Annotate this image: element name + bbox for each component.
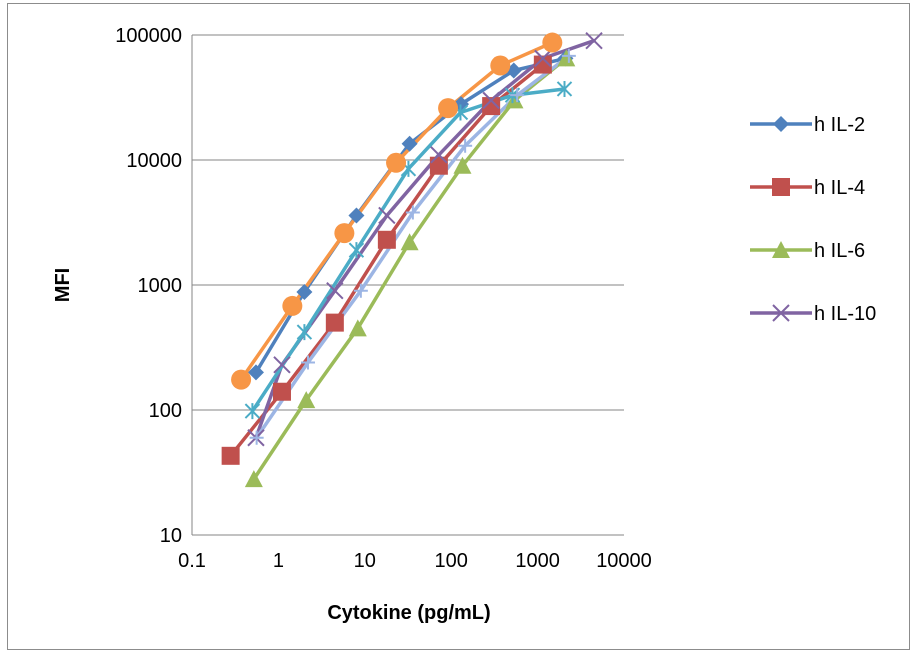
series-2-point-3 <box>400 233 419 251</box>
series-markers <box>221 32 603 488</box>
series-3-point-5 <box>482 91 500 110</box>
series-1-point-4 <box>429 156 448 175</box>
x-axis-title: Cytokine (pg/mL) <box>327 602 490 624</box>
series-1-point-3 <box>377 230 396 249</box>
series-0-point-3 <box>401 135 418 152</box>
series-6-point-5 <box>510 88 525 103</box>
x-tick-label-4: 1000 <box>515 550 560 572</box>
series-line-3 <box>254 38 596 440</box>
legend-marker-0 <box>773 116 789 132</box>
series-1-point-5 <box>482 97 501 116</box>
x-tick-label-1: 1 <box>273 550 284 572</box>
series-2-point-5 <box>505 91 524 109</box>
gridlines <box>192 34 624 536</box>
series-2-point-0 <box>244 470 263 488</box>
series-3-point-3 <box>378 206 396 225</box>
series-5-point-6 <box>542 32 563 53</box>
y-tick-label-1: 100 <box>149 400 182 422</box>
series-3-point-1 <box>273 356 291 374</box>
series-4-point-1 <box>296 324 313 341</box>
legend-marker-2 <box>772 241 790 258</box>
legend-label-0: h IL-2 <box>814 114 865 136</box>
series-6-point-6 <box>561 48 576 63</box>
series-5-point-5 <box>490 55 511 76</box>
series-2-point-6 <box>557 49 576 67</box>
legend-label-1: h IL-4 <box>814 177 865 199</box>
y-tick-label-3: 10000 <box>126 150 182 172</box>
series-0-point-0 <box>247 364 264 381</box>
legend-marker-3 <box>772 304 790 322</box>
series-1-point-1 <box>272 382 291 401</box>
series-line-2 <box>252 56 569 481</box>
legend-marker-1 <box>772 178 790 196</box>
series-3-point-2 <box>326 282 344 300</box>
series-6-point-2 <box>353 283 368 298</box>
series-6-point-0 <box>249 430 264 445</box>
y-tick-label-4: 100000 <box>115 25 182 47</box>
legend: h IL-2 h IL-4 h IL-6 h IL-10 <box>750 114 876 325</box>
series-lines <box>228 38 596 481</box>
series-6-point-4 <box>458 138 473 153</box>
series-5-point-3 <box>386 152 407 173</box>
series-1-point-6 <box>533 55 552 74</box>
y-tick-label-0: 10 <box>160 525 182 547</box>
series-4-point-0 <box>244 403 261 420</box>
series-6-point-1 <box>300 355 315 370</box>
series-5-point-4 <box>438 98 459 119</box>
series-2-point-1 <box>297 391 316 409</box>
series-5-point-0 <box>231 369 252 390</box>
series-4-point-2 <box>348 242 365 259</box>
series-0-point-1 <box>296 283 313 300</box>
series-3-point-7 <box>585 32 603 50</box>
series-3-point-6 <box>534 49 552 68</box>
x-tick-label-3: 100 <box>435 550 468 572</box>
series-1-point-0 <box>221 446 240 465</box>
series-6-point-3 <box>405 205 420 220</box>
series-5-point-1 <box>282 295 303 316</box>
series-5-point-2 <box>334 223 355 244</box>
series-1-point-2 <box>325 313 344 332</box>
y-tick-labels: 10 100 1000 10000 100000 <box>115 25 182 547</box>
x-tick-labels: 0.1 1 10 100 1000 10000 <box>178 550 652 572</box>
x-tick-label-0: 0.1 <box>178 550 206 572</box>
y-axis-title: MFI <box>52 268 74 302</box>
x-tick-label-5: 10000 <box>596 550 652 572</box>
series-2-point-2 <box>348 319 367 337</box>
y-tick-label-2: 1000 <box>138 275 183 297</box>
series-3-point-4 <box>430 146 448 164</box>
series-0-point-2 <box>348 207 365 224</box>
series-4-point-6 <box>556 80 573 97</box>
legend-label-2: h IL-6 <box>814 240 865 262</box>
x-tick-label-2: 10 <box>354 550 376 572</box>
legend-label-3: h IL-10 <box>814 303 876 325</box>
series-2-point-4 <box>453 156 472 174</box>
plot-area <box>191 35 624 536</box>
